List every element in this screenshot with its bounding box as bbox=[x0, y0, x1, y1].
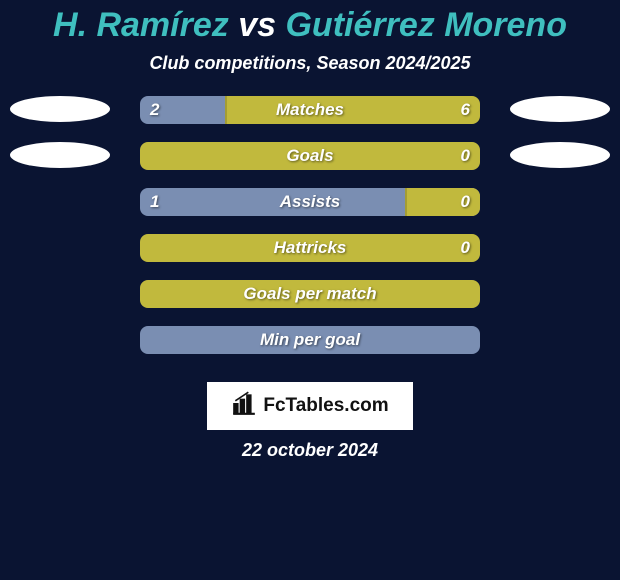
subtitle: Club competitions, Season 2024/2025 bbox=[0, 53, 620, 74]
stat-value-b: 0 bbox=[451, 234, 480, 262]
stat-value-a: 1 bbox=[140, 188, 169, 216]
chart-icon bbox=[231, 390, 257, 422]
stat-label: Goals bbox=[140, 142, 480, 170]
stat-value-b: 6 bbox=[451, 96, 480, 124]
stat-bar: Goals per match bbox=[140, 280, 480, 308]
stat-label: Min per goal bbox=[140, 326, 480, 354]
stat-label: Assists bbox=[140, 188, 480, 216]
player-a-badge bbox=[10, 96, 110, 122]
stat-row: Assists1 0 bbox=[0, 188, 620, 234]
stat-row: Goals per match bbox=[0, 280, 620, 326]
footer-logo: FcTables.com bbox=[207, 382, 413, 430]
title-vs: vs bbox=[238, 6, 276, 44]
stat-bar: Matches2 6 bbox=[140, 96, 480, 124]
stat-row: Goals0 bbox=[0, 142, 620, 188]
stat-value-b: 0 bbox=[451, 142, 480, 170]
stat-row: Matches2 6 bbox=[0, 96, 620, 142]
title-player-b: Gutiérrez Moreno bbox=[285, 6, 566, 44]
footer-date: 22 october 2024 bbox=[0, 440, 620, 461]
stat-bar: Min per goal bbox=[140, 326, 480, 354]
player-a-badge bbox=[10, 142, 110, 168]
stat-bar: Goals0 bbox=[140, 142, 480, 170]
footer-site: FcTables.com bbox=[263, 395, 388, 417]
page-title: H. Ramírez vs Gutiérrez Moreno bbox=[0, 0, 620, 53]
stat-value-b: 0 bbox=[451, 188, 480, 216]
stat-label: Hattricks bbox=[140, 234, 480, 262]
comparison-rows: Matches26Goals0Assists10Hattricks0Goals … bbox=[0, 96, 620, 372]
stat-bar: Assists1 0 bbox=[140, 188, 480, 216]
player-b-badge bbox=[510, 96, 610, 122]
player-b-badge bbox=[510, 142, 610, 168]
stat-bar: Hattricks0 bbox=[140, 234, 480, 262]
stat-label: Matches bbox=[140, 96, 480, 124]
stat-label: Goals per match bbox=[140, 280, 480, 308]
stat-row: Min per goal bbox=[0, 326, 620, 372]
title-player-a: H. Ramírez bbox=[53, 6, 229, 44]
stat-row: Hattricks0 bbox=[0, 234, 620, 280]
stat-value-a: 2 bbox=[140, 96, 169, 124]
